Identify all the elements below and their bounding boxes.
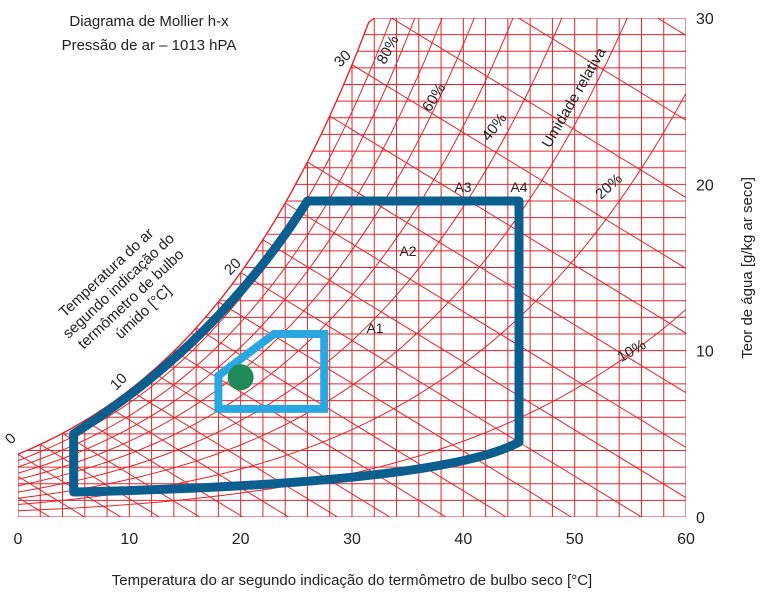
wet-bulb-grid-line	[262, 239, 686, 517]
wet-bulb-label: 10	[107, 370, 131, 394]
x-tick-label: 60	[677, 531, 695, 548]
wet-bulb-grid-line	[351, 64, 686, 517]
relative-humidity-curve	[18, 18, 487, 480]
outer-comfort-zone	[69, 196, 524, 497]
x-tick-label: 20	[232, 531, 250, 548]
relative-humidity-curve	[18, 18, 570, 493]
chart-title-line-2: Pressão de ar – 1013 hPA	[62, 37, 237, 54]
wet-bulb-grid-line	[40, 444, 160, 517]
operating-point	[227, 364, 254, 391]
wet-bulb-grid-line	[374, 18, 686, 517]
wet-bulb-grid-line	[463, 18, 686, 517]
relative-humidity-label: 80%	[373, 33, 402, 67]
relative-humidity-label: 40%	[479, 110, 511, 144]
zone-label: A2	[399, 243, 416, 259]
y-tick-label: 30	[696, 11, 714, 28]
chart-title: Diagrama de Mollier h-x Pressão de ar – …	[62, 13, 237, 54]
inner-comfort-zone	[214, 330, 329, 413]
x-axis-ticks: 0 10 20 30 40 50 60	[14, 531, 695, 548]
x-tick-label: 0	[14, 531, 23, 548]
x-tick-label: 40	[454, 531, 472, 548]
x-tick-label: 30	[343, 531, 361, 548]
wet-bulb-grid-line	[151, 371, 391, 517]
wet-bulb-grid-line	[440, 18, 686, 517]
wet-bulb-grid-line	[240, 272, 642, 517]
wet-bulb-grid-line	[129, 389, 338, 517]
relative-humidity-curve	[18, 18, 637, 499]
wet-bulb-grid-line	[195, 327, 507, 517]
wet-bulb-grid-line	[307, 161, 686, 517]
wet-bulb-label: 0	[2, 430, 20, 448]
zone-layer	[69, 196, 524, 497]
y-axis-ticks: 0 10 20 30	[696, 11, 714, 527]
wet-bulb-grid-line	[284, 202, 686, 517]
wet-bulb-grid-line	[106, 405, 289, 517]
zone-label: A4	[510, 179, 527, 195]
zone-label: A1	[366, 320, 383, 336]
wet-bulb-grid-line	[329, 115, 686, 517]
y-tick-label: 10	[696, 344, 714, 361]
chart-title-line-1: Diagrama de Mollier h-x	[69, 13, 229, 30]
wet-bulb-grid-line	[62, 432, 201, 517]
wet-bulb-grid-line	[18, 469, 51, 517]
wet-bulb-grid-line	[84, 420, 244, 517]
y-axis-label: Teor de água [g/kg ar seco]	[739, 177, 756, 359]
saturation-curve	[17, 17, 375, 455]
x-tick-label: 10	[120, 531, 138, 548]
saturation-curve-layer	[17, 17, 375, 455]
relative-humidity-curve	[18, 18, 453, 474]
relative-humidity-curve	[18, 18, 425, 468]
zone-label: A3	[454, 179, 471, 195]
relative-humidity-curve	[18, 18, 526, 487]
x-axis-label: Temperatura do ar segundo indicação do t…	[112, 572, 592, 589]
x-tick-label: 50	[566, 531, 584, 548]
y-tick-label: 0	[696, 510, 705, 527]
y-tick-label: 20	[696, 177, 714, 194]
